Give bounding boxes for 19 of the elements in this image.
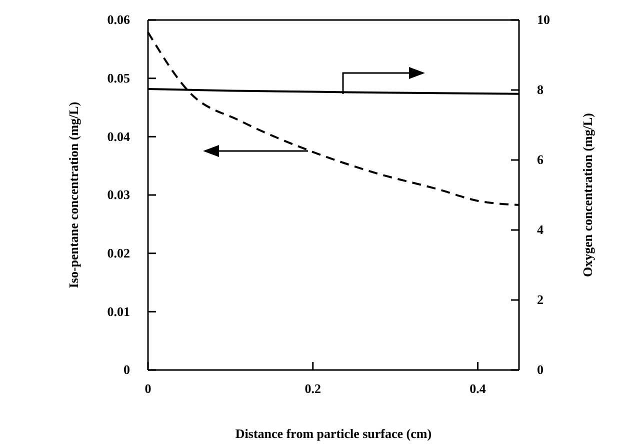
y-tick-label: 0.05 xyxy=(107,70,130,86)
y2-tick-label: 4 xyxy=(537,222,544,238)
y-tick-label: 0.04 xyxy=(107,128,130,144)
x-tick-label: 0.2 xyxy=(304,381,322,396)
y2-tick-label: 10 xyxy=(537,12,550,28)
y2-axis-title: Oxygen concentration (mg/L) xyxy=(580,113,595,277)
y-tick-label: 0.03 xyxy=(107,187,130,202)
y-tick-label: 0.06 xyxy=(107,12,130,28)
x-tick-label: 0.4 xyxy=(470,381,486,396)
y-tick-label: 0.02 xyxy=(107,245,130,260)
x-axis-title: Distance from particle surface (cm) xyxy=(235,426,432,441)
y-axis-title: Iso-pentane concentration (mg/L) xyxy=(66,102,81,288)
y-tick-label: 0 xyxy=(124,362,130,378)
y2-tick-label: 2 xyxy=(537,292,544,308)
y2-tick-label: 6 xyxy=(537,152,544,168)
y-tick-label: 0.01 xyxy=(107,304,130,319)
y2-tick-label: 8 xyxy=(537,82,544,98)
y2-tick-label: 0 xyxy=(537,362,544,378)
x-tick-label: 0 xyxy=(144,381,152,396)
